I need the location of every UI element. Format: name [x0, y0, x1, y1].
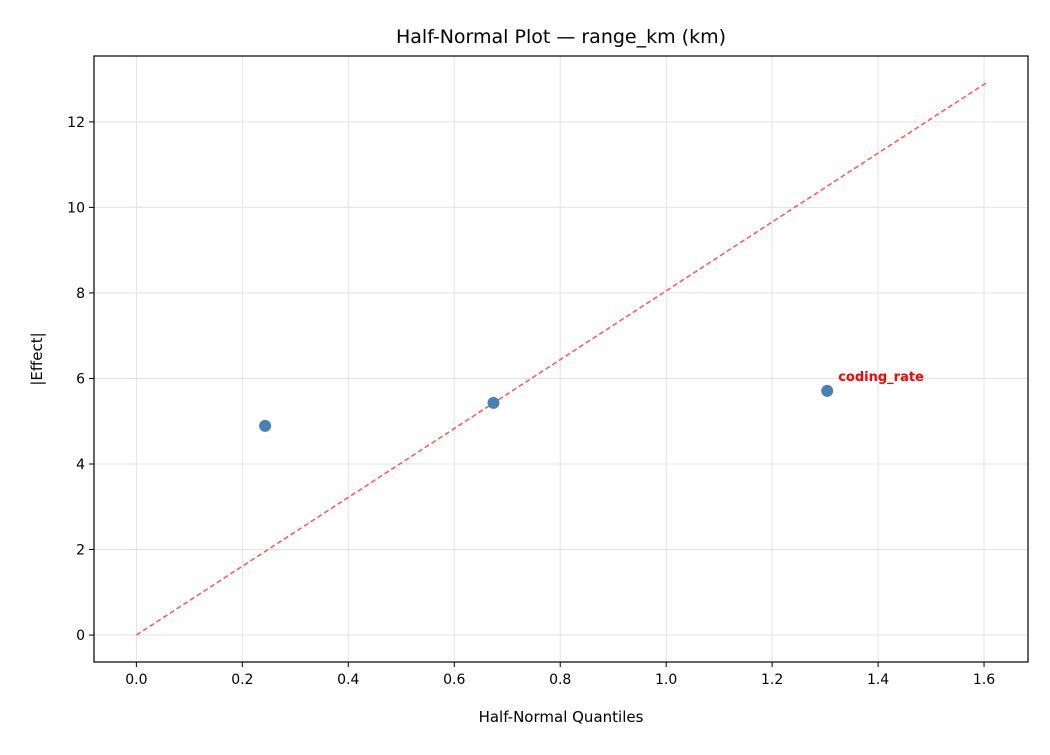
x-axis-label: Half-Normal Quantiles [479, 708, 644, 726]
x-tick-label: 0.2 [231, 672, 253, 688]
data-point [259, 419, 272, 432]
y-tick-label: 0 [76, 628, 85, 644]
y-tick-label: 6 [76, 371, 85, 387]
y-tick-label: 8 [76, 286, 85, 302]
x-tick-label: 0.8 [549, 672, 571, 688]
data-point [487, 396, 500, 409]
reference-line [135, 82, 987, 636]
y-tick-label: 4 [76, 457, 85, 473]
x-tick-label: 1.0 [655, 672, 677, 688]
point-annotation: coding_rate [838, 370, 924, 385]
plot-frame [93, 55, 1029, 663]
data-point [821, 384, 834, 397]
x-tick-label: 1.6 [973, 672, 995, 688]
y-axis-label: |Effect| [28, 332, 46, 385]
x-tick-label: 0.6 [443, 672, 465, 688]
y-tick-label: 10 [67, 200, 85, 216]
y-tick-label: 2 [76, 543, 85, 559]
x-tick-label: 0.4 [337, 672, 359, 688]
y-tick-label: 12 [67, 115, 85, 131]
x-tick-label: 0.0 [125, 672, 147, 688]
x-tick-label: 1.4 [867, 672, 889, 688]
x-tick-label: 1.2 [761, 672, 783, 688]
chart-title: Half-Normal Plot — range_km (km) [396, 26, 726, 48]
